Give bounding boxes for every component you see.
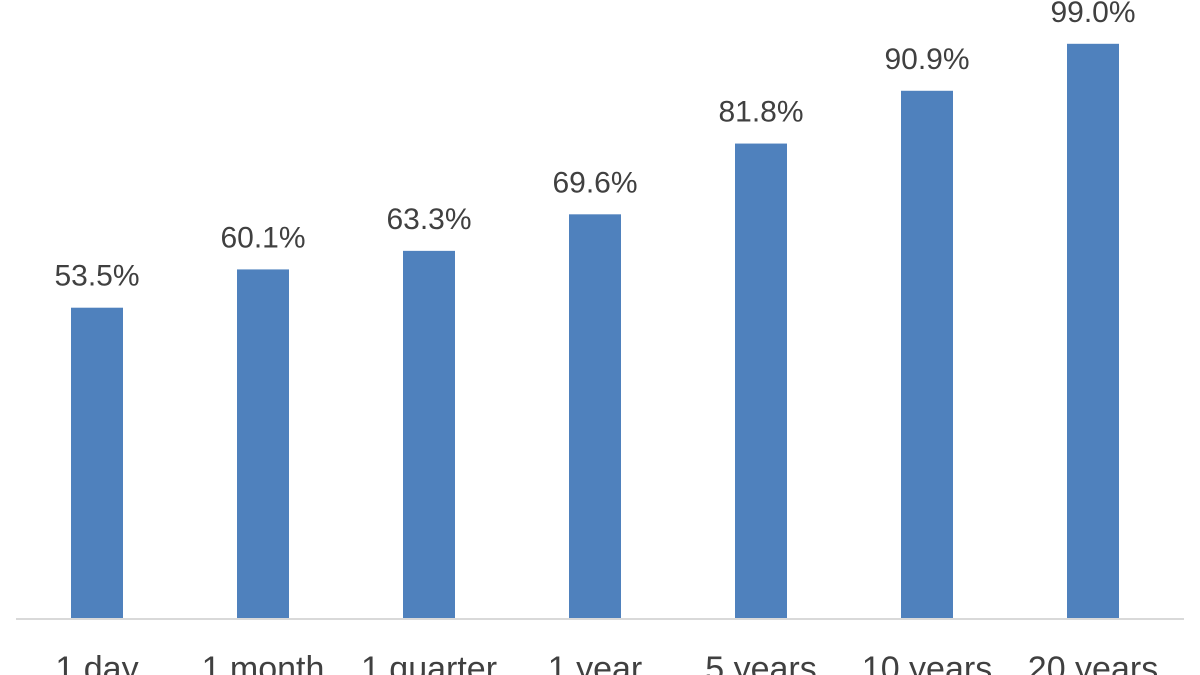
x-tick-label-1-quarter: 1 quarter: [361, 650, 497, 675]
bar-1-month: [237, 269, 289, 618]
bar-10-years: [901, 90, 953, 618]
data-label-20-years: 99.0%: [1050, 0, 1135, 29]
x-tick-labels-group: 1 day 1 month 1 quarter 1 year 5 years 10 yea…: [55, 650, 1158, 675]
data-label-10-years: 90.9%: [884, 43, 969, 76]
data-label-1-quarter: 63.3%: [386, 203, 471, 236]
bars-group: [71, 43, 1119, 619]
x-tick-label-1-year: 1 year: [548, 650, 643, 675]
x-tick-label-5-years: 5 years: [705, 650, 817, 675]
data-label-1-month: 60.1%: [220, 221, 305, 254]
data-label-1-year: 69.6%: [552, 166, 637, 199]
bar-5-years: [735, 143, 787, 618]
x-tick-label-1-day: 1 day: [55, 650, 138, 675]
data-label-5-years: 81.8%: [718, 96, 803, 129]
bar-1-quarter: [403, 250, 455, 619]
bar-1-year: [569, 214, 621, 618]
data-label-1-day: 53.5%: [54, 260, 139, 293]
x-tick-label-10-years: 10 years: [862, 650, 992, 675]
bar-1-day: [71, 307, 123, 618]
x-tick-label-1-month: 1 month: [202, 650, 325, 675]
data-labels-group: 53.5% 60.1% 63.3% 69.6% 81.8% 90.9% 99.0%: [54, 0, 1135, 293]
bar-20-years: [1067, 43, 1119, 619]
x-tick-label-20-years: 20 years: [1028, 650, 1158, 675]
